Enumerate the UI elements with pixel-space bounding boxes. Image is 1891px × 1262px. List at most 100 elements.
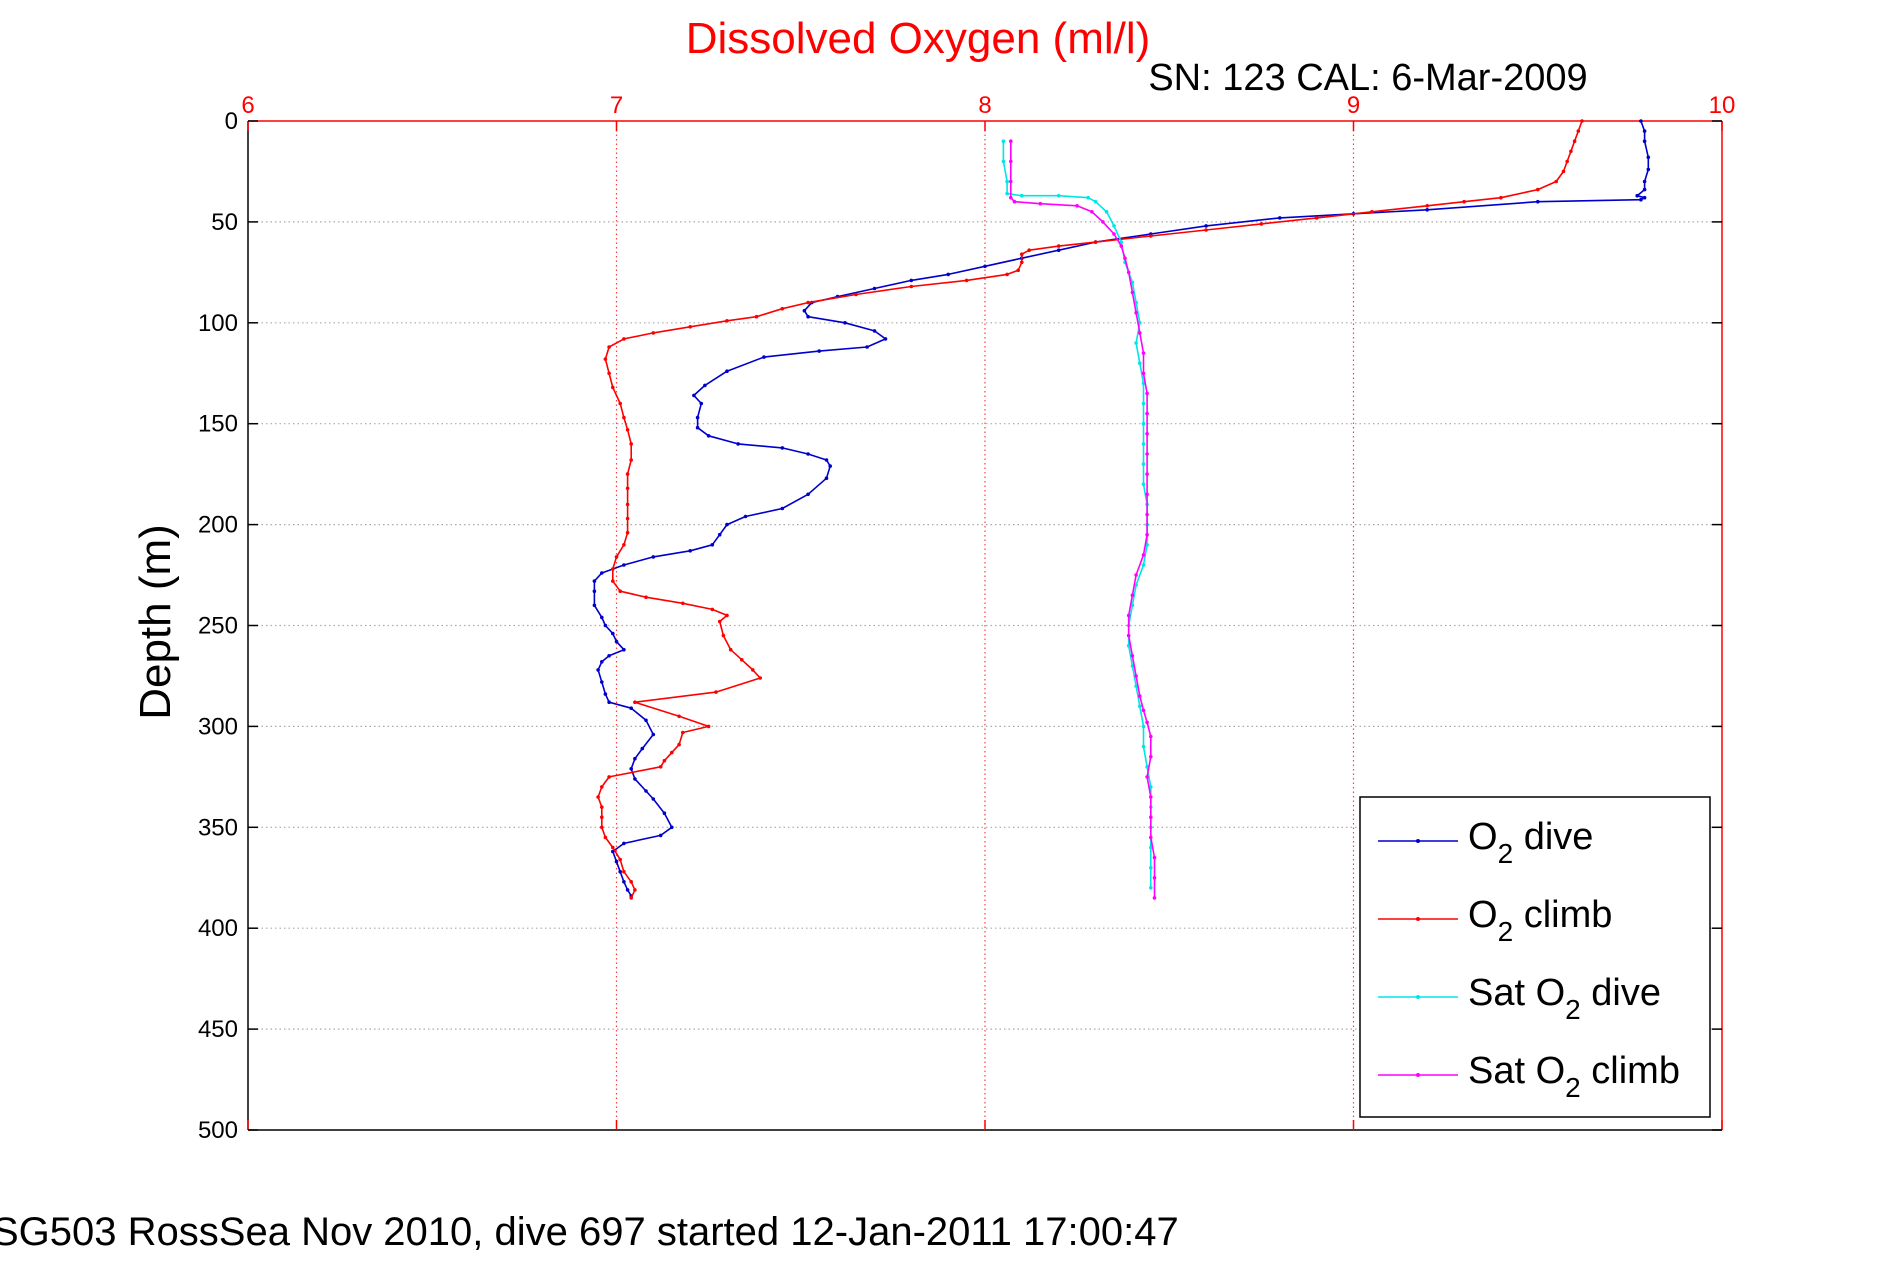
- data-point: [600, 805, 604, 809]
- y-tick-label: 100: [198, 310, 238, 337]
- data-point: [651, 797, 656, 801]
- data-point: [1642, 139, 1647, 143]
- data-point: [1141, 553, 1146, 557]
- data-point: [1126, 613, 1131, 618]
- legend-entry: O2 climb: [1468, 894, 1612, 947]
- data-point: [1075, 204, 1079, 208]
- data-point: [1149, 734, 1153, 739]
- data-point: [625, 486, 630, 491]
- data-point: [692, 393, 696, 398]
- data-point: [1016, 268, 1020, 273]
- data-point: [1145, 512, 1149, 517]
- data-point: [592, 603, 597, 608]
- data-point: [1012, 199, 1017, 204]
- data-point: [1093, 199, 1098, 204]
- data-point: [710, 607, 715, 612]
- legend-entry: O2 dive: [1468, 816, 1593, 869]
- data-point: [662, 811, 667, 815]
- data-point: [622, 563, 626, 567]
- data-point: [883, 337, 888, 341]
- data-point: [1141, 442, 1146, 446]
- data-point: [1112, 224, 1116, 228]
- data-point: [618, 589, 622, 593]
- data-point: [1141, 351, 1146, 355]
- data-point: [618, 869, 622, 874]
- data-point: [629, 458, 633, 462]
- data-point: [1149, 835, 1153, 840]
- legend-swatch-marker: [1416, 917, 1420, 921]
- data-point: [651, 331, 656, 335]
- data-point: [695, 415, 700, 420]
- data-point: [1126, 270, 1131, 275]
- legend-box: [1359, 796, 1711, 1118]
- data-point: [625, 530, 630, 535]
- data-point: [1642, 179, 1647, 184]
- data-point: [1639, 197, 1643, 202]
- data-point: [1001, 159, 1006, 164]
- data-point: [1152, 855, 1157, 860]
- data-point: [806, 492, 810, 497]
- data-point: [670, 750, 674, 755]
- data-point: [1536, 187, 1540, 192]
- data-point: [872, 329, 877, 333]
- data-point: [1554, 179, 1558, 184]
- data-point: [806, 314, 810, 319]
- data-point: [1141, 371, 1146, 376]
- data-point: [1145, 432, 1149, 436]
- data-point: [946, 272, 950, 277]
- data-point: [717, 619, 722, 624]
- data-point: [751, 668, 755, 672]
- data-point: [607, 775, 611, 779]
- data-point: [1639, 119, 1643, 123]
- data-point: [1138, 361, 1142, 366]
- data-point: [721, 633, 726, 638]
- data-point: [596, 668, 600, 672]
- x-tick-label: 6: [241, 92, 254, 119]
- data-point: [909, 284, 914, 289]
- data-point: [681, 730, 685, 735]
- data-point: [611, 845, 615, 850]
- data-point: [1138, 331, 1142, 335]
- data-point: [596, 795, 600, 799]
- y-tick-label: 50: [211, 209, 238, 236]
- data-point: [865, 345, 869, 349]
- data-point: [1149, 886, 1153, 890]
- data-point: [1145, 720, 1149, 725]
- axes-layer: [247, 120, 1723, 1131]
- data-point: [1090, 210, 1094, 214]
- data-point: [1020, 252, 1024, 256]
- data-point: [736, 442, 740, 446]
- data-point: [670, 825, 674, 830]
- data-point: [1642, 187, 1647, 192]
- data-point: [629, 896, 633, 900]
- data-point: [1561, 169, 1566, 174]
- data-point: [854, 292, 858, 297]
- data-point: [629, 706, 633, 710]
- legend: O2 dive O2 climb Sat O2 dive Sat O2 climb: [1359, 796, 1711, 1118]
- data-point: [1086, 195, 1090, 200]
- data-point: [625, 888, 630, 892]
- data-point: [1646, 167, 1651, 172]
- y-tick-label: 400: [198, 915, 238, 942]
- data-point: [1020, 193, 1024, 198]
- data-point: [843, 321, 847, 325]
- data-point: [600, 571, 604, 575]
- data-point: [1152, 876, 1157, 880]
- legend-swatch-marker: [1416, 1073, 1420, 1077]
- data-point: [600, 660, 604, 664]
- data-point: [1126, 633, 1131, 638]
- data-point: [725, 369, 729, 374]
- y-tick-label: 0: [225, 108, 238, 135]
- data-point: [1145, 532, 1149, 537]
- data-point: [651, 732, 656, 737]
- data-point: [1005, 272, 1009, 277]
- data-point: [614, 859, 619, 864]
- series-layer: [592, 119, 1651, 900]
- y-tick-label: 500: [198, 1117, 238, 1144]
- data-point: [1145, 391, 1149, 396]
- series-3: [1001, 139, 1153, 890]
- y-tick-label: 350: [198, 814, 238, 841]
- data-point: [607, 345, 611, 349]
- data-point: [622, 543, 626, 547]
